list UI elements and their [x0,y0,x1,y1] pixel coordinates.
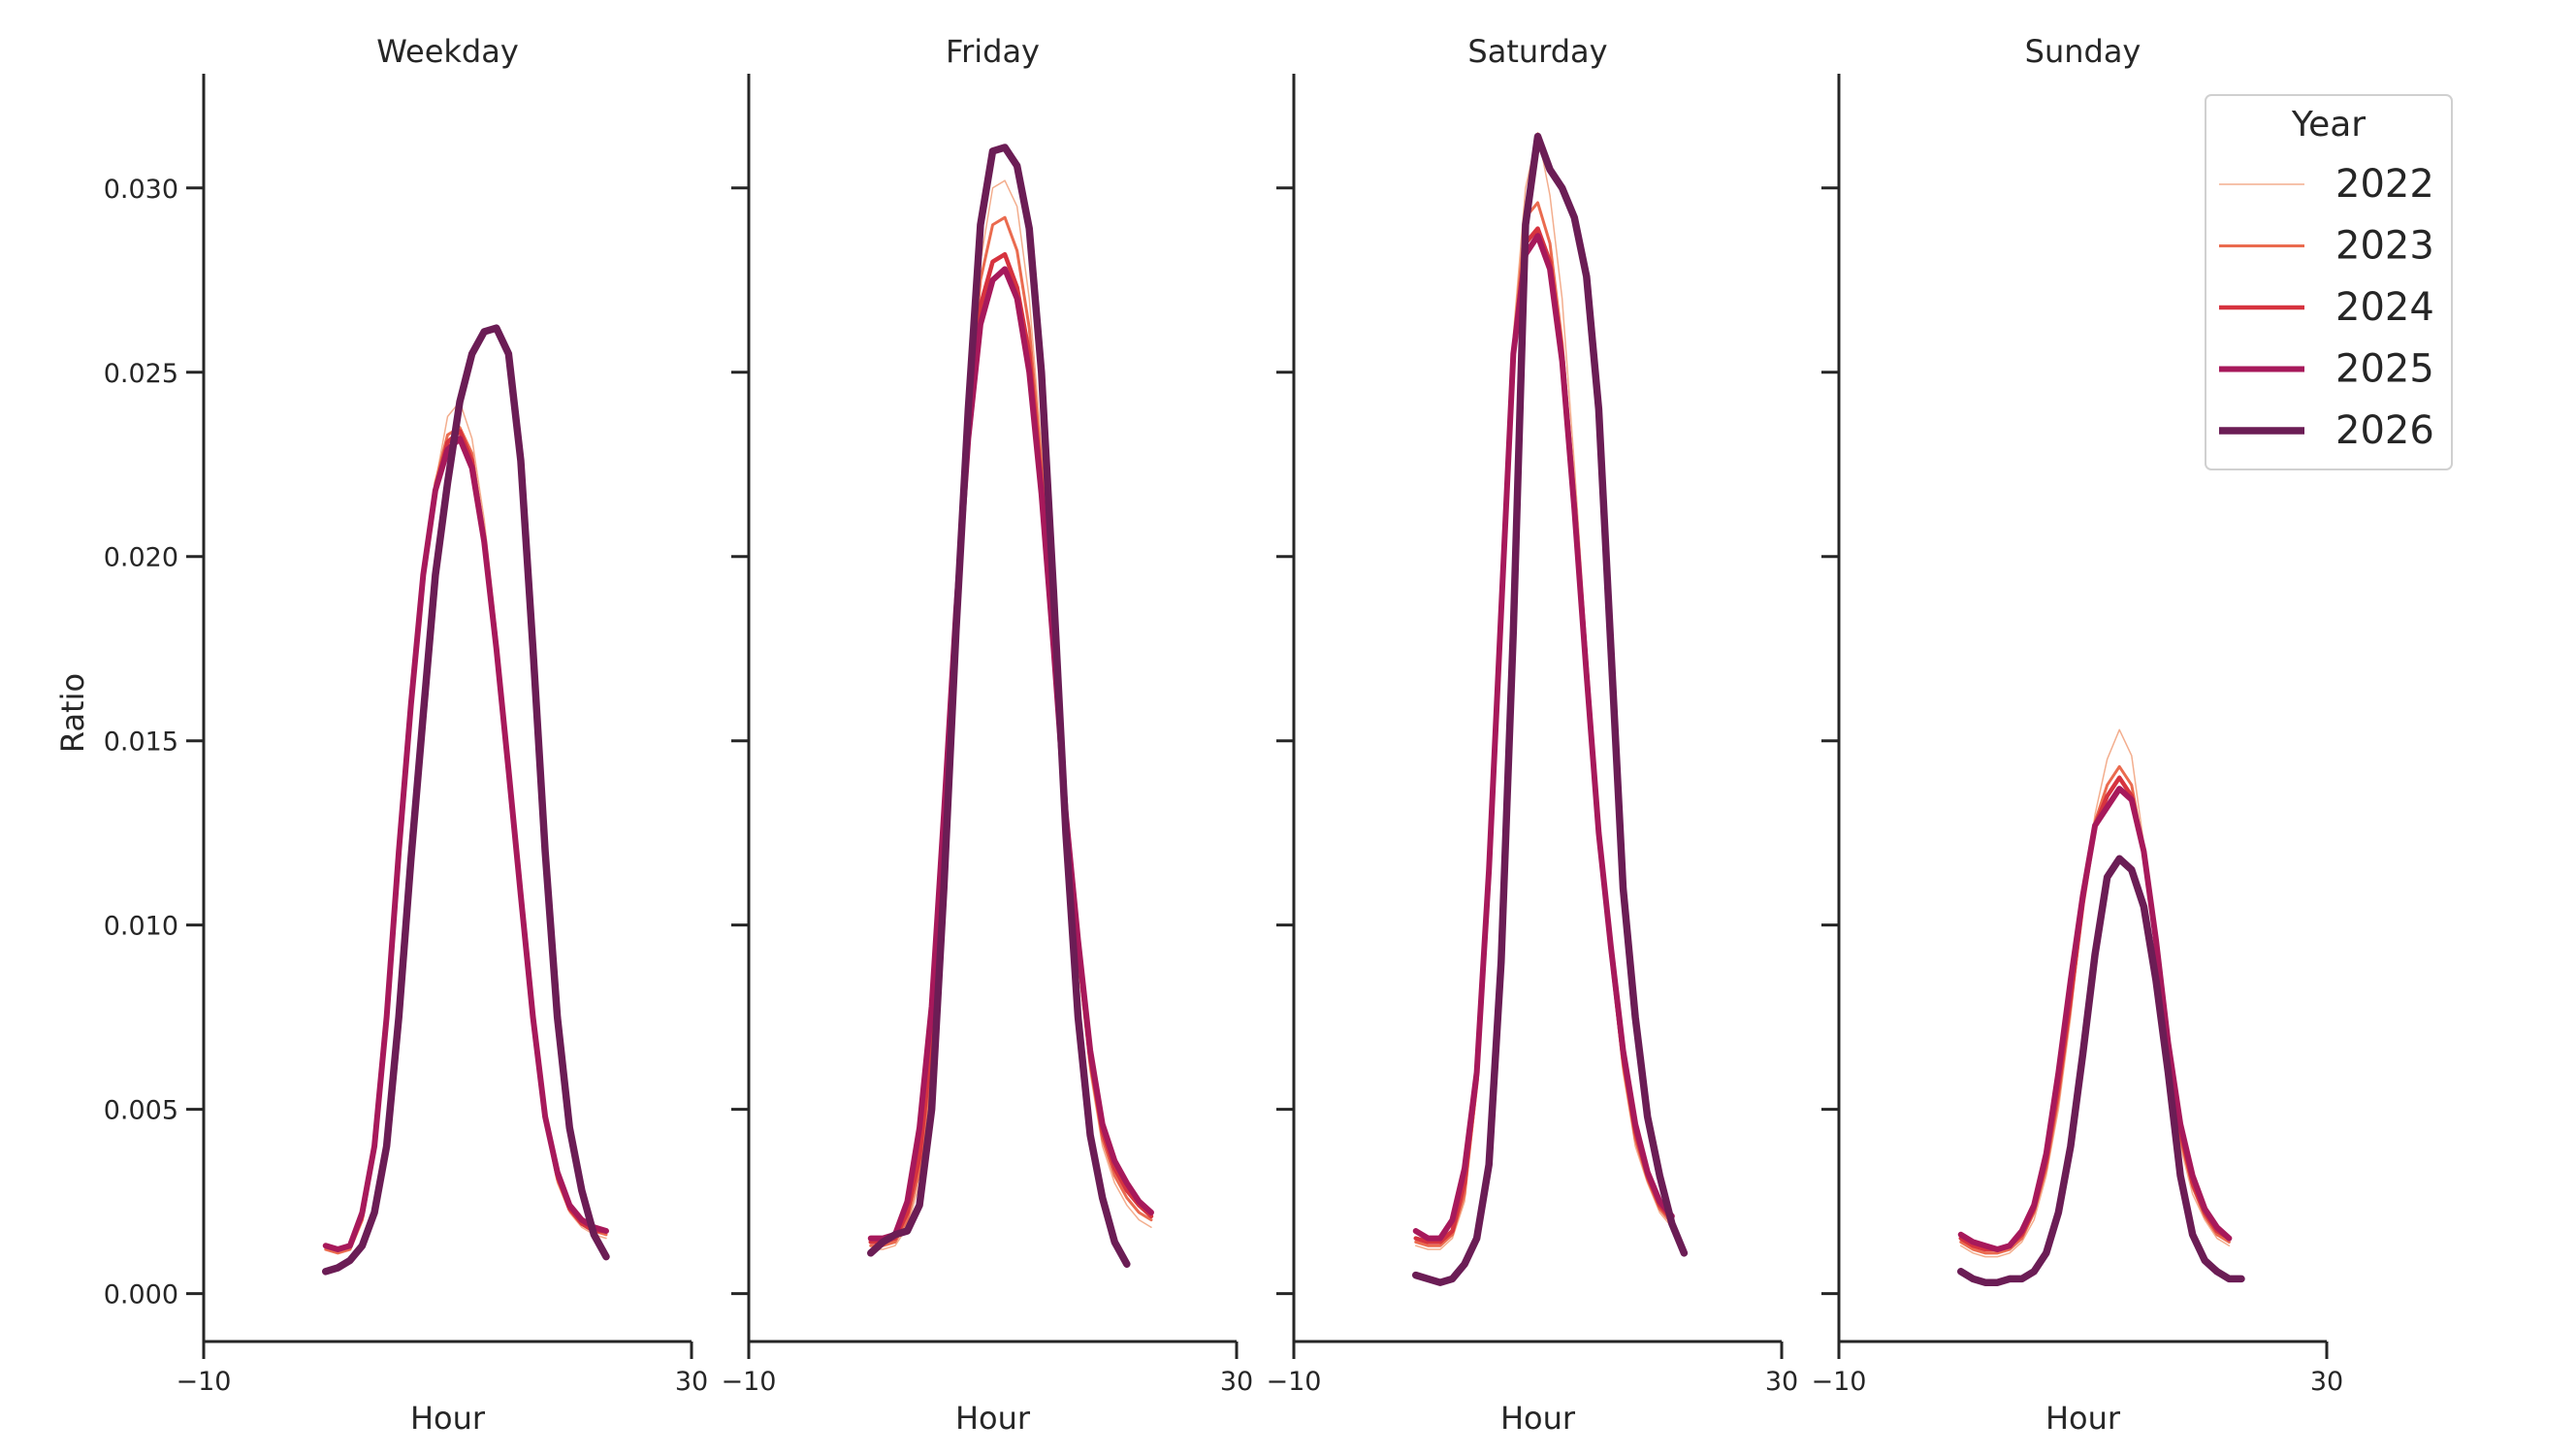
series-line-2026 [1957,855,2245,1286]
panel-title: Sunday [2025,33,2141,70]
legend: Year 2022 2023 2024 2025 2026 [2205,94,2453,470]
x-axis-label: Hour [410,1400,486,1437]
x-tick-label: −10 [177,1367,232,1397]
y-tick-label: 0.025 [104,359,178,389]
panel-sunday: Sunday −10 30 Hour [1812,33,2344,1437]
series-line-2023 [1414,201,1674,1247]
series-line-2025 [1412,233,1675,1242]
x-axis-label: Hour [955,1400,1031,1437]
legend-label-2024: 2024 [2335,285,2434,330]
y-tick-label: 0.015 [104,728,178,758]
legend-frame [2205,94,2453,470]
series-line-2025 [1957,786,2233,1253]
y-tick-label: 0.020 [104,543,178,573]
series-line-2023 [324,426,608,1255]
panel-title: Friday [946,33,1040,70]
panel-saturday: Saturday −10 30 Hour [1267,33,1799,1437]
series-line-2025 [322,436,609,1253]
x-tick-label: −10 [1812,1367,1867,1397]
x-tick-label: 30 [2310,1367,2343,1397]
x-tick-label: 30 [675,1367,708,1397]
series-line-2023 [869,215,1153,1247]
panel-friday: Friday −10 30 Hour [722,33,1254,1437]
legend-label-2025: 2025 [2335,347,2434,392]
x-tick-label: 30 [1220,1367,1253,1397]
series-line-2025 [867,266,1154,1242]
series-line-2024 [1413,226,1675,1245]
series-line-2026 [867,144,1131,1268]
series-line-2026 [1412,132,1689,1286]
series-line-2026 [322,324,610,1276]
series-line-2024 [323,429,609,1252]
panel-title: Weekday [376,33,519,70]
panel-weekday: Weekday 0.000 0.005 0.010 0.015 0.020 0.025 0.0… [104,33,708,1437]
y-tick-label: 0.030 [104,175,178,205]
x-tick-label: 30 [1765,1367,1798,1397]
x-tick-label: −10 [1267,1367,1322,1397]
legend-title: Year [2291,105,2366,145]
panel-title: Saturday [1467,33,1607,70]
x-tick-label: −10 [722,1367,777,1397]
y-axis-label: Ratio [54,673,91,753]
series-line-2022 [1960,728,2231,1258]
series-line-2022 [870,179,1152,1250]
series-line-2024 [868,251,1154,1245]
y-tick-label: 0.010 [104,912,178,942]
legend-label-2023: 2023 [2335,224,2434,269]
y-tick-label: 0.005 [104,1096,178,1126]
legend-label-2022: 2022 [2335,162,2434,207]
legend-label-2026: 2026 [2335,408,2434,453]
series-line-2022 [1415,132,1673,1250]
x-axis-label: Hour [2045,1400,2121,1437]
x-axis-label: Hour [1500,1400,1576,1437]
chart-panels: Weekday 0.000 0.005 0.010 0.015 0.020 0.025 0.0… [104,33,2343,1437]
y-tick-label: 0.000 [104,1280,178,1310]
series-line-2022 [325,401,607,1254]
